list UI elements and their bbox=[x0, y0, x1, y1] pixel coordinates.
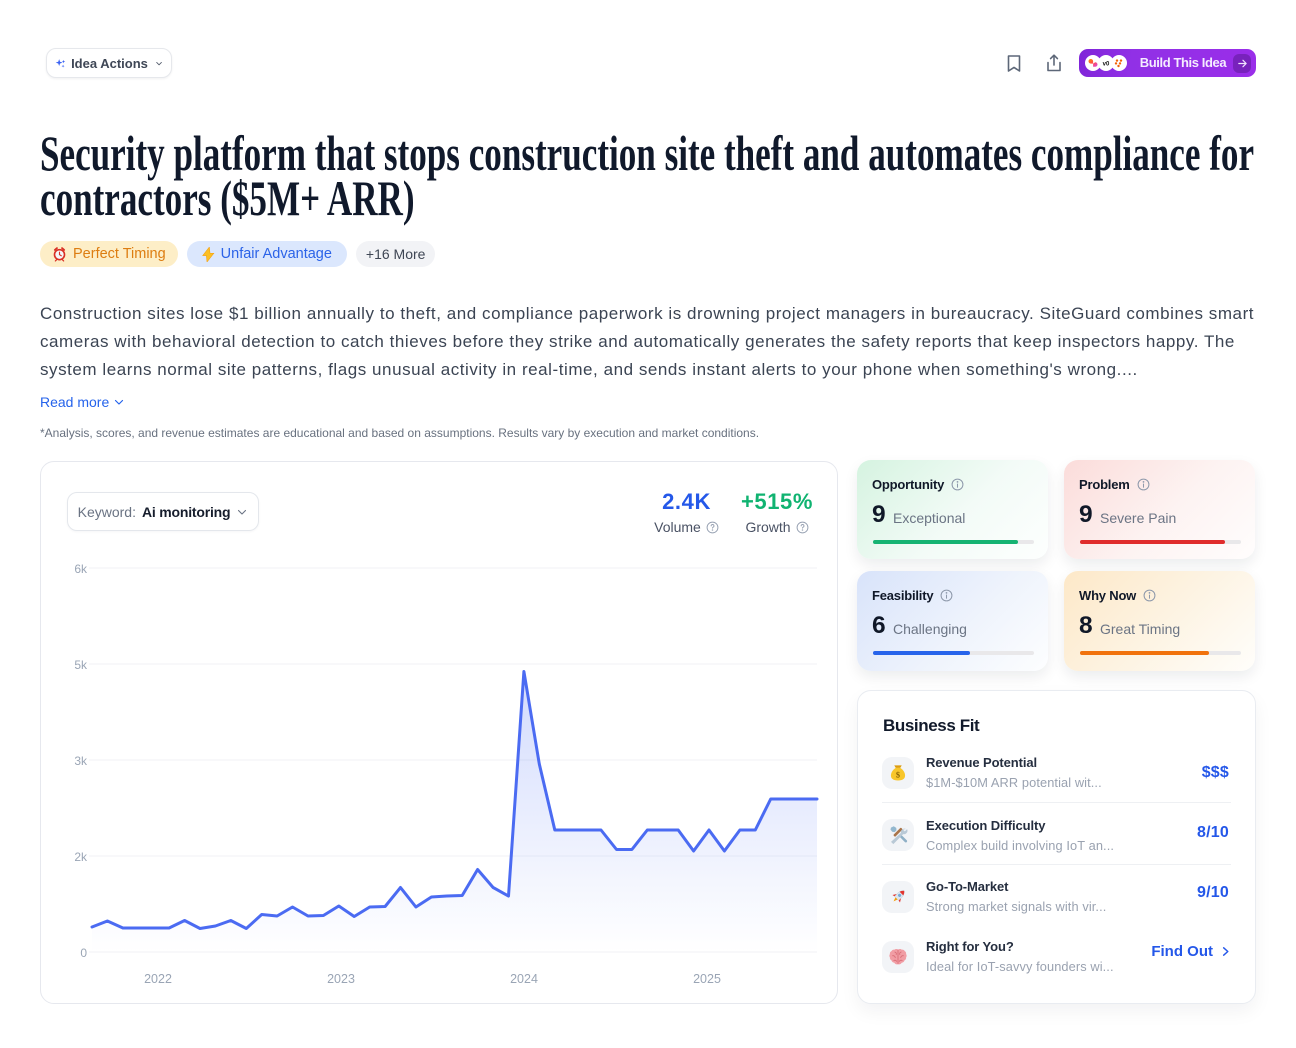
svg-text:$: $ bbox=[896, 771, 900, 780]
svg-text:v0: v0 bbox=[1103, 62, 1110, 68]
